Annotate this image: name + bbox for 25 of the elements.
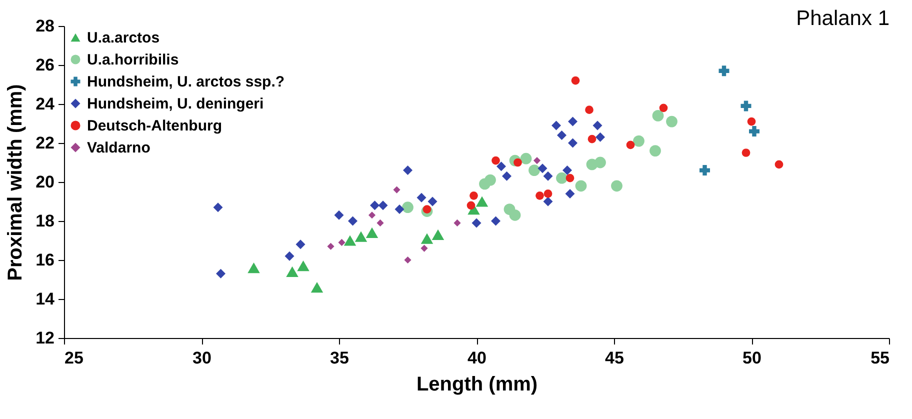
y-tick-label: 26 (36, 56, 54, 74)
y-tick-label: 14 (36, 290, 56, 308)
legend-label: U.a.arctos (87, 30, 160, 46)
y-tick-label: 12 (36, 328, 54, 348)
legend-label: Deutsch-Altenburg (87, 118, 222, 134)
y-tick-label: 28 (36, 16, 54, 36)
legend-label: Hundsheim, U. arctos ssp.? (87, 74, 285, 90)
x-tick-label: 40 (468, 348, 486, 368)
y-tick-label: 18 (36, 212, 54, 230)
x-tick-label: 50 (742, 348, 762, 368)
legend-label: Hundsheim, U. deningeri (87, 96, 264, 112)
y-tick-label: 16 (36, 250, 54, 270)
y-tick-label: 20 (36, 172, 54, 192)
x-tick-label: 45 (605, 348, 624, 368)
legend-label: Valdarno (87, 140, 150, 156)
chart-title: Phalanx 1 (796, 7, 890, 30)
y-tick-label: 24 (36, 94, 56, 114)
x-tick-label: 35 (330, 348, 349, 368)
y-tick-label: 22 (36, 134, 54, 152)
x-tick-label: 25 (64, 348, 84, 368)
legend-label: U.a.horribilis (87, 52, 179, 68)
x-tick-label: 30 (192, 348, 212, 368)
x-axis-title: Length (mm) (416, 374, 538, 396)
x-tick-label: 55 (870, 348, 890, 368)
y-axis-title: Proximal width (mm) (4, 84, 27, 281)
